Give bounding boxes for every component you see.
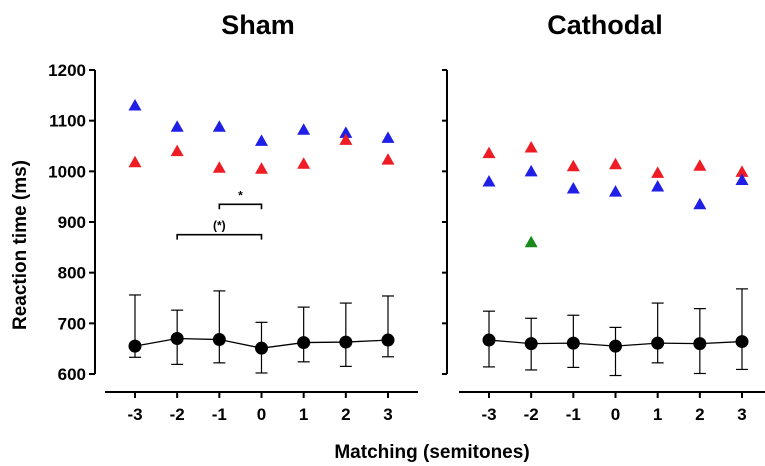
cathodal-red-triangle: [693, 159, 707, 171]
cathodal-x-tick-label: 3: [737, 405, 746, 424]
sham-blue-triangle: [212, 120, 226, 132]
sham-x-tick-label: -3: [127, 405, 142, 424]
cathodal-mean-point: [609, 339, 622, 353]
sham-red-triangle: [339, 133, 353, 145]
cathodal-blue-triangle: [482, 174, 496, 187]
panel-title-sham: Sham: [221, 10, 295, 40]
cathodal-blue-triangle: [566, 182, 580, 194]
sham-significance-bracket: [176, 233, 263, 240]
sham-red-triangle: [212, 161, 226, 173]
sham-blue-triangle: [297, 123, 311, 135]
sham-mean-point: [212, 333, 226, 347]
cathodal-red-triangle: [651, 166, 665, 178]
sham-blue-triangle: [170, 120, 184, 132]
cathodal-x-tick-label: -1: [566, 405, 581, 424]
cathodal-blue-triangle: [524, 164, 538, 177]
y-tick-label-1200: 1200: [48, 61, 86, 80]
sham-significance-label: (*): [213, 219, 226, 233]
cathodal-green-triangle: [524, 235, 538, 248]
y-tick-label-800: 800: [58, 264, 86, 283]
sham-blue-triangle: [128, 98, 142, 111]
sham-red-triangle: [128, 155, 142, 168]
y-tick-label-900: 900: [58, 213, 86, 232]
sham-red-triangle: [297, 157, 311, 169]
sham-x-tick-label: 2: [341, 405, 350, 424]
cathodal-x-tick-label: -3: [481, 405, 496, 424]
cathodal-x-tick-label: 0: [611, 405, 620, 424]
sham-red-triangle: [381, 153, 395, 165]
cathodal-mean-point: [524, 337, 538, 351]
panel-title-cathodal: Cathodal: [547, 10, 663, 40]
cathodal-x-tick-label: 1: [653, 405, 662, 424]
y-axis-label: Reaction time (ms): [10, 160, 31, 330]
cathodal-blue-triangle: [693, 197, 707, 210]
y-tick-label-700: 700: [58, 314, 86, 333]
sham-significance-bracket: [218, 203, 263, 210]
sham-x-tick-label: 1: [299, 405, 308, 424]
cathodal-red-triangle: [482, 146, 496, 159]
cathodal-red-triangle: [524, 141, 538, 153]
plot-area: 600 700 800 900 1000 1100 1200 -3 -2 -1 0 1 2 3 * (*) -3…: [48, 61, 765, 424]
cathodal-mean-point: [566, 336, 580, 350]
cathodal-blue-triangle: [651, 180, 665, 192]
y-tick-label-1100: 1100: [49, 112, 86, 131]
sham-significance-label: *: [238, 188, 243, 202]
cathodal-red-triangle: [735, 165, 749, 177]
sham-blue-triangle: [381, 131, 395, 143]
cathodal-mean-point: [482, 333, 496, 347]
cathodal-red-triangle: [566, 159, 580, 172]
y-tick-label-600: 600: [58, 365, 86, 384]
cathodal-blue-triangle: [735, 173, 749, 185]
cathodal-mean-point: [651, 336, 665, 350]
cathodal-mean-point: [693, 337, 707, 351]
sham-mean-point: [339, 335, 353, 349]
y-tick-label-1000: 1000: [48, 162, 86, 181]
sham-mean-point: [128, 339, 142, 353]
cathodal-blue-triangle: [609, 185, 622, 197]
x-axis-label: Matching (semitones): [334, 442, 529, 463]
cathodal-x-tick-label: -2: [524, 405, 539, 424]
sham-x-tick-label: 0: [257, 405, 266, 424]
sham-x-tick-label: 3: [383, 405, 392, 424]
sham-mean-point: [170, 332, 184, 346]
sham-mean-point: [381, 333, 395, 347]
sham-x-tick-label: -2: [170, 405, 185, 424]
cathodal-mean-point: [735, 335, 749, 349]
cathodal-x-tick-label: 2: [695, 405, 704, 424]
sham-mean-point: [255, 341, 268, 355]
sham-mean-point: [297, 336, 311, 350]
sham-red-triangle: [170, 144, 184, 157]
cathodal-red-triangle: [609, 157, 622, 170]
sham-blue-triangle: [255, 134, 268, 146]
sham-x-tick-label: -1: [212, 405, 227, 424]
sham-blue-triangle: [339, 126, 353, 138]
sham-red-triangle: [255, 162, 268, 174]
